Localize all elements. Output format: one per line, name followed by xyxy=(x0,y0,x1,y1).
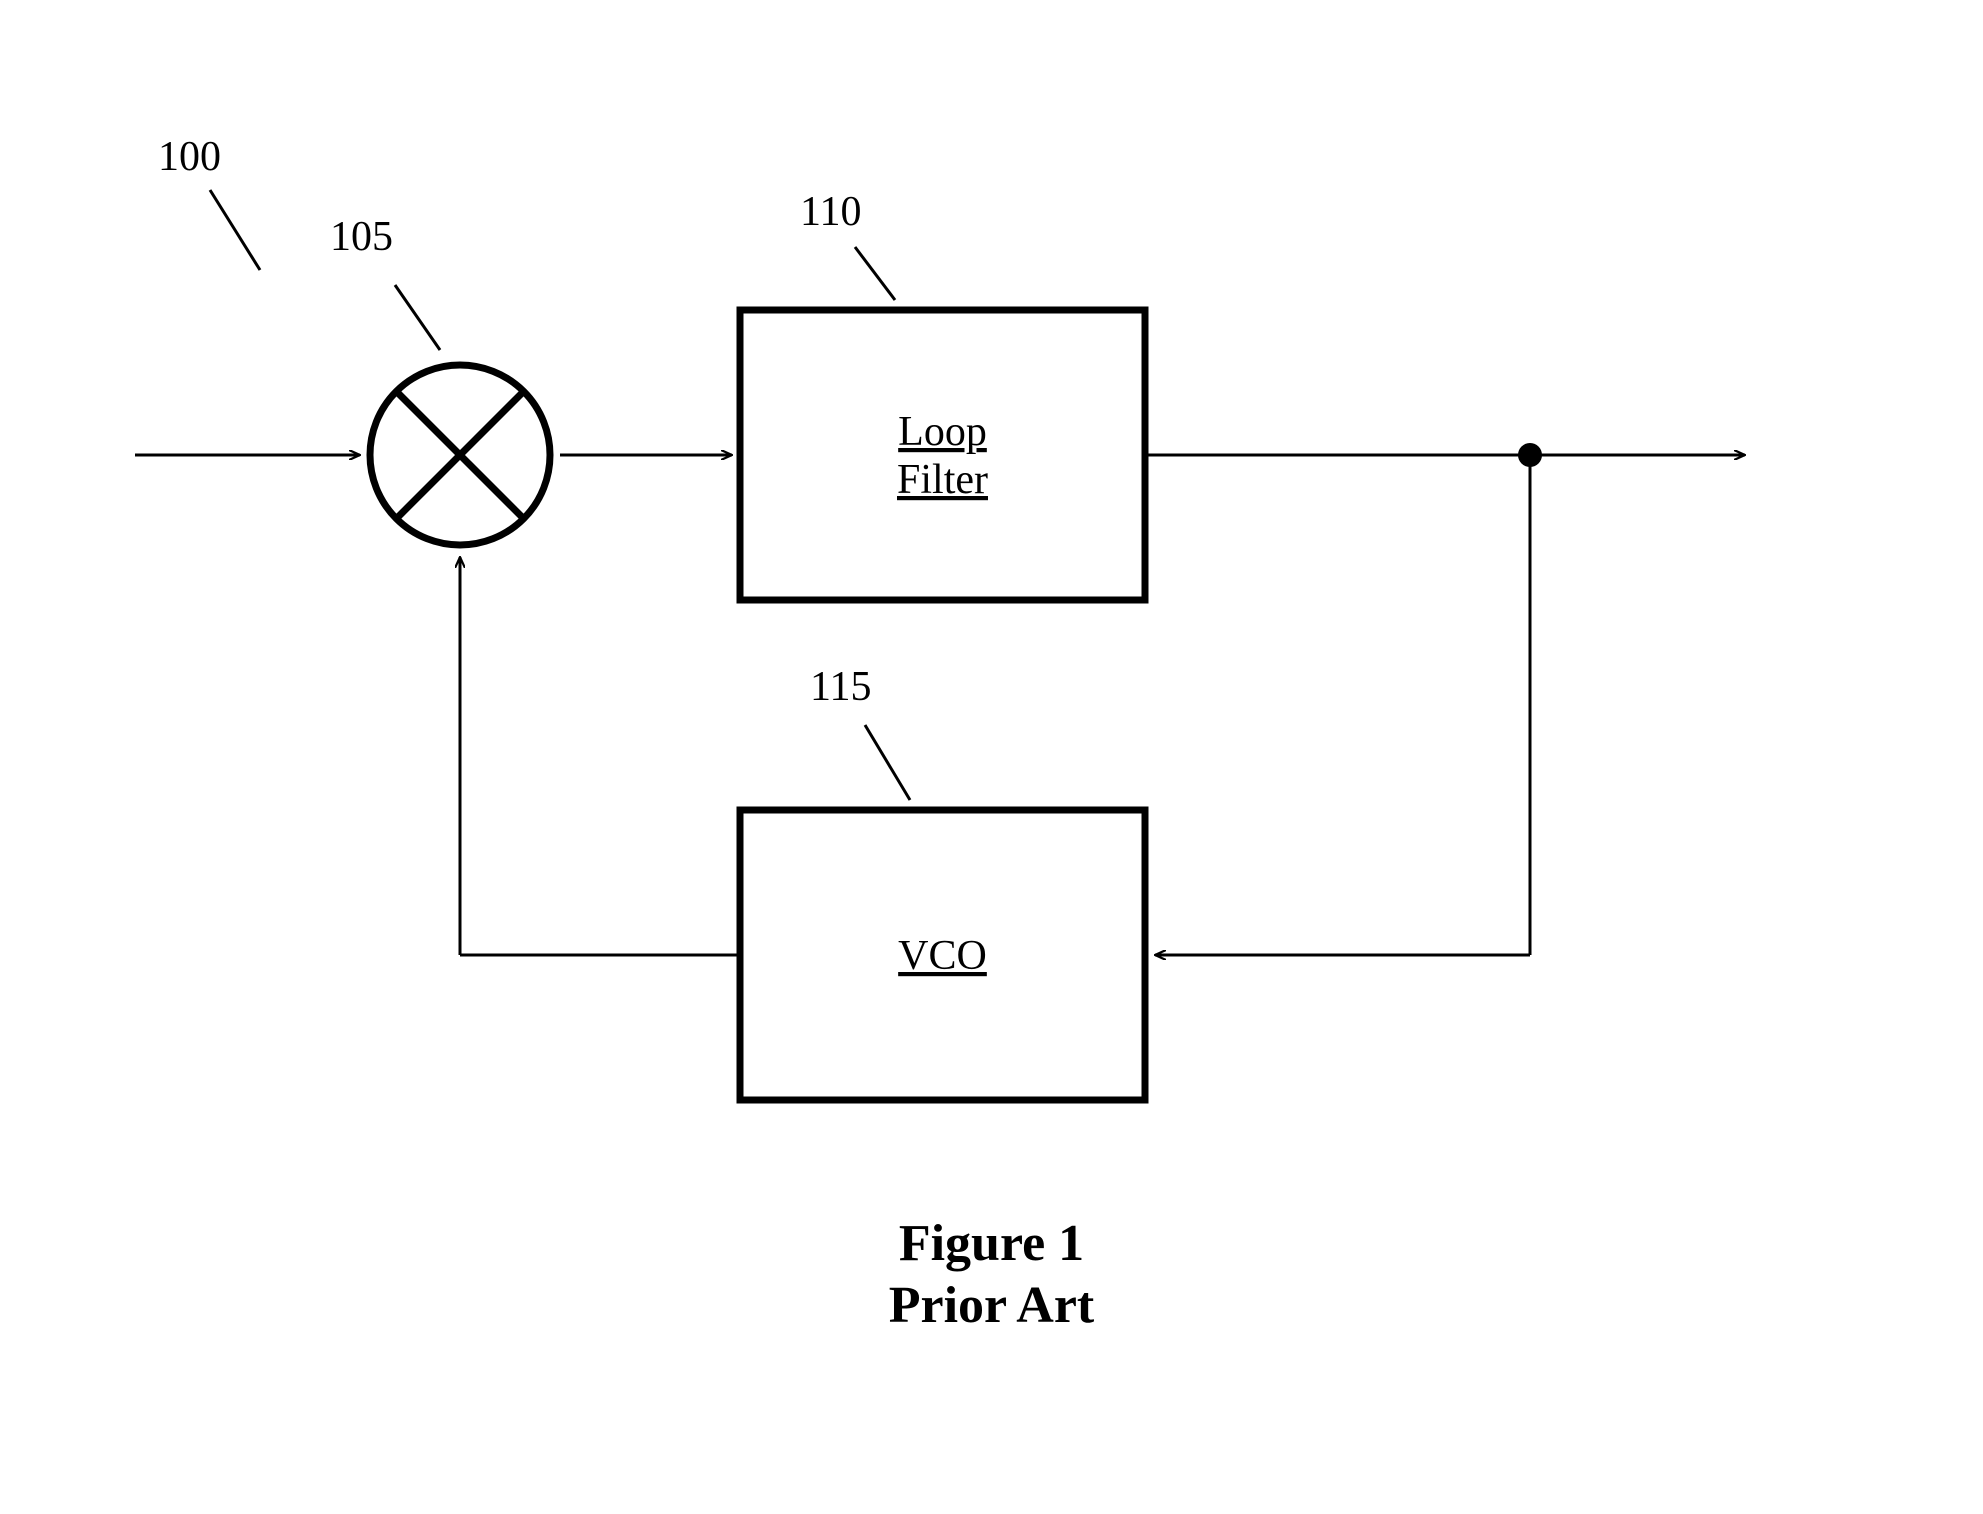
ref-label-105: 105 xyxy=(330,214,393,260)
ref-leader-110 xyxy=(855,247,895,300)
ref-leader-115 xyxy=(865,725,910,800)
ref-leader-105 xyxy=(395,285,440,350)
ref-label-110: 110 xyxy=(800,189,861,235)
ref-leader-100 xyxy=(210,190,260,270)
mixer-symbol xyxy=(370,365,550,545)
ref-label-115: 115 xyxy=(810,664,871,710)
figure-caption-line2: Prior Art xyxy=(889,1277,1095,1334)
svg-text:VCO: VCO xyxy=(898,933,987,979)
svg-text:Loop: Loop xyxy=(898,409,987,455)
vco-block: VCO xyxy=(740,810,1145,1100)
figure-caption-line1: Figure 1 xyxy=(899,1215,1084,1272)
loop-filter-block: Loop Filter xyxy=(740,310,1145,600)
svg-text:Filter: Filter xyxy=(897,457,988,503)
ref-label-100: 100 xyxy=(158,134,221,180)
